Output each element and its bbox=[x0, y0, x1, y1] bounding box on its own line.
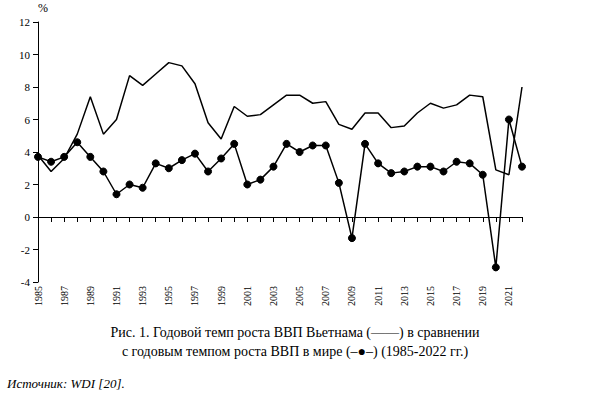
svg-text:1995: 1995 bbox=[163, 286, 174, 306]
svg-text:4: 4 bbox=[25, 146, 31, 158]
svg-text:с годовым темпом роста ВВП в м: с годовым темпом роста ВВП в мире (–●–) … bbox=[122, 344, 469, 360]
svg-text:2001: 2001 bbox=[242, 286, 253, 306]
svg-text:2: 2 bbox=[25, 179, 31, 191]
svg-text:2007: 2007 bbox=[320, 286, 331, 306]
svg-text:%: % bbox=[38, 1, 48, 15]
svg-text:-4: -4 bbox=[21, 276, 31, 288]
svg-text:Источник: WDI [20].: Источник: WDI [20]. bbox=[6, 376, 125, 391]
svg-text:12: 12 bbox=[19, 16, 30, 28]
svg-text:2003: 2003 bbox=[268, 286, 279, 306]
svg-text:2019: 2019 bbox=[477, 286, 488, 306]
svg-text:2009: 2009 bbox=[346, 286, 357, 306]
svg-text:2015: 2015 bbox=[425, 286, 436, 306]
svg-text:6: 6 bbox=[25, 114, 31, 126]
svg-text:2021: 2021 bbox=[503, 286, 514, 306]
svg-text:1993: 1993 bbox=[137, 286, 148, 306]
svg-text:1985: 1985 bbox=[33, 286, 44, 306]
svg-text:2011: 2011 bbox=[373, 286, 384, 306]
svg-text:1989: 1989 bbox=[85, 286, 96, 306]
svg-text:1991: 1991 bbox=[111, 286, 122, 306]
svg-text:2005: 2005 bbox=[294, 286, 305, 306]
svg-text:2017: 2017 bbox=[451, 286, 462, 306]
svg-text:1997: 1997 bbox=[189, 286, 200, 306]
svg-text:8: 8 bbox=[25, 81, 31, 93]
svg-text:1999: 1999 bbox=[216, 286, 227, 306]
svg-text:0: 0 bbox=[25, 211, 31, 223]
svg-text:1987: 1987 bbox=[59, 286, 70, 306]
svg-text:10: 10 bbox=[19, 49, 31, 61]
svg-text:Рис. 1. Годовой темп роста ВВП: Рис. 1. Годовой темп роста ВВП Вьетнама … bbox=[110, 325, 480, 341]
svg-text:-2: -2 bbox=[21, 244, 30, 256]
svg-text:2013: 2013 bbox=[399, 286, 410, 306]
